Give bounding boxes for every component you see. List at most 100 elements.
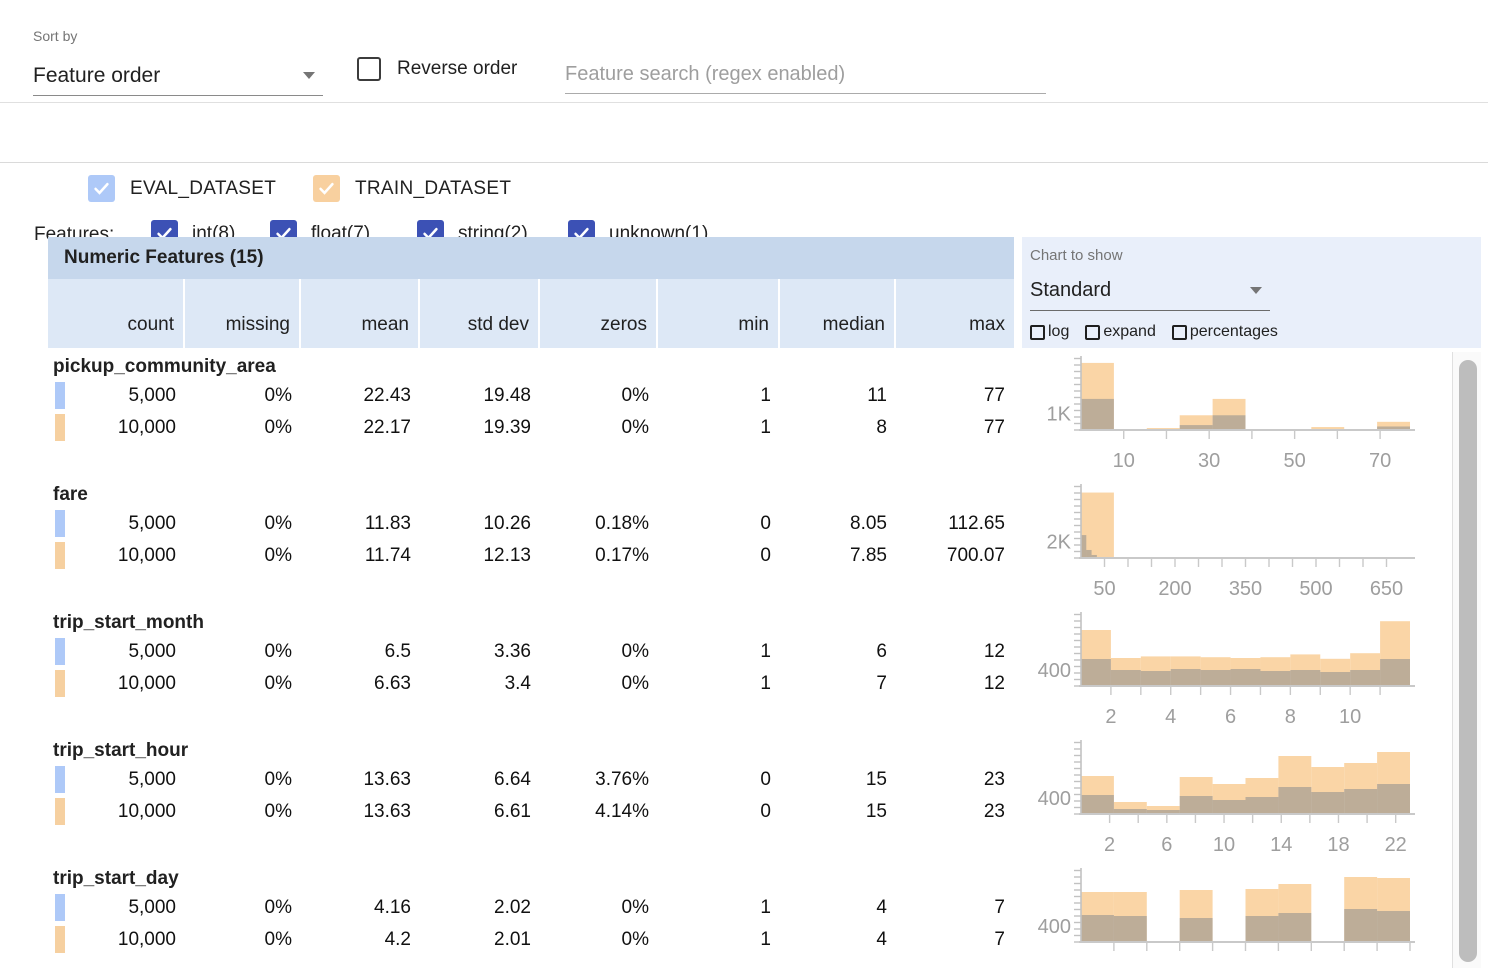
stats-row-eval: 5,0000%11.8310.260.18%08.05112.65: [48, 508, 1014, 540]
column-missing: missing: [185, 279, 301, 348]
svg-text:8: 8: [1285, 706, 1296, 728]
eval-dataset-swatch: [55, 894, 65, 921]
stat-cell: 77: [896, 412, 1014, 444]
stat-cell: 1: [658, 636, 780, 668]
stat-cell: 0%: [185, 924, 301, 956]
stats-row-train: 10,0000%22.1719.390%1877: [48, 412, 1014, 444]
stat-cell: 2.01: [420, 924, 540, 956]
log-checkbox[interactable]: log: [1030, 323, 1069, 341]
sort-by-value: Feature order: [33, 64, 160, 88]
stat-cell: 12: [896, 636, 1014, 668]
stat-cell: 23: [896, 764, 1014, 796]
stat-cell: 5,000: [48, 380, 185, 412]
histogram-trip_start_hour[interactable]: 2610141822400: [1009, 736, 1429, 864]
svg-text:1K: 1K: [1047, 404, 1072, 426]
stat-cell: 1: [658, 412, 780, 444]
stat-cell: 10.26: [420, 508, 540, 540]
vertical-scrollbar[interactable]: [1452, 352, 1481, 968]
stat-cell: 22.17: [301, 412, 420, 444]
stat-cell: 0%: [185, 508, 301, 540]
svg-text:30: 30: [1198, 450, 1220, 472]
stat-cell: 0.18%: [540, 508, 658, 540]
stat-cell: 10,000: [48, 796, 185, 828]
scrollbar-thumb[interactable]: [1459, 360, 1477, 962]
train-dataset-toggle[interactable]: TRAIN_DATASET: [313, 175, 511, 202]
stat-cell: 1: [658, 892, 780, 924]
chevron-down-icon: [1250, 287, 1262, 294]
stat-cell: 2.02: [420, 892, 540, 924]
train-dataset-label: TRAIN_DATASET: [355, 178, 511, 200]
stat-cell: 8: [780, 412, 896, 444]
stat-cell: 6: [780, 636, 896, 668]
stat-cell: 0%: [185, 668, 301, 700]
histogram-pickup_community_area[interactable]: 103050701K: [1009, 352, 1429, 480]
stat-cell: 11.74: [301, 540, 420, 572]
stat-cell: 22.43: [301, 380, 420, 412]
column-stddev: std dev: [420, 279, 540, 348]
feature-type-filter-row: Features: int(8) float(7) string(2) unkn…: [0, 104, 1488, 163]
stat-cell: 0%: [185, 412, 301, 444]
histogram-trip_start_month[interactable]: 246810400: [1009, 608, 1429, 736]
feature-search-input[interactable]: [565, 56, 1046, 94]
stats-row-eval: 5,0000%6.53.360%1612: [48, 636, 1014, 668]
stat-cell: 8.05: [780, 508, 896, 540]
stat-cell: 3.76%: [540, 764, 658, 796]
top-toolbar: Sort by Feature order Reverse order: [0, 0, 1488, 103]
stat-cell: 0%: [185, 796, 301, 828]
svg-text:10: 10: [1213, 834, 1235, 856]
stat-cell: 0%: [540, 924, 658, 956]
stat-cell: 19.48: [420, 380, 540, 412]
svg-text:500: 500: [1299, 578, 1332, 600]
stat-cell: 0%: [540, 412, 658, 444]
stat-cell: 11.83: [301, 508, 420, 540]
column-median: median: [780, 279, 896, 348]
stat-cell: 10,000: [48, 412, 185, 444]
feature-block: trip_start_day5,0000%4.162.020%14710,000…: [48, 864, 1452, 968]
stat-cell: 11: [780, 380, 896, 412]
svg-text:6: 6: [1225, 706, 1236, 728]
chart-type-value: Standard: [1030, 279, 1111, 302]
stat-cell: 4: [780, 924, 896, 956]
reverse-order-checkbox[interactable]: [357, 57, 381, 81]
stat-cell: 7: [896, 924, 1014, 956]
stats-column-header: count missing mean std dev zeros min med…: [48, 279, 1014, 348]
histogram-fare[interactable]: 502003505006502K: [1009, 480, 1429, 608]
sort-by-select[interactable]: Feature order: [33, 56, 323, 96]
svg-text:400: 400: [1038, 660, 1071, 682]
svg-text:10: 10: [1113, 450, 1135, 472]
chart-type-select[interactable]: Standard: [1030, 271, 1270, 311]
stat-cell: 6.61: [420, 796, 540, 828]
svg-text:22: 22: [1385, 834, 1407, 856]
expand-checkbox[interactable]: expand: [1085, 323, 1156, 341]
stat-cell: 0%: [540, 668, 658, 700]
chevron-down-icon: [303, 72, 315, 79]
stat-cell: 10,000: [48, 668, 185, 700]
stat-cell: 5,000: [48, 764, 185, 796]
eval-dataset-swatch: [55, 766, 65, 793]
stat-cell: 0%: [540, 892, 658, 924]
stat-cell: 0: [658, 796, 780, 828]
stat-cell: 0%: [185, 892, 301, 924]
percentages-checkbox[interactable]: percentages: [1172, 323, 1278, 341]
svg-text:2: 2: [1104, 834, 1115, 856]
stat-cell: 7.85: [780, 540, 896, 572]
numeric-features-header: Numeric Features (15): [48, 237, 1014, 279]
column-count: count: [48, 279, 185, 348]
stat-cell: 0%: [540, 380, 658, 412]
train-dataset-swatch: [55, 542, 65, 569]
svg-text:650: 650: [1370, 578, 1403, 600]
checkbox-checked-icon: [313, 175, 340, 202]
svg-text:50: 50: [1093, 578, 1115, 600]
svg-text:2: 2: [1105, 706, 1116, 728]
column-min: min: [658, 279, 780, 348]
chart-to-show-label: Chart to show: [1030, 247, 1123, 264]
eval-dataset-toggle[interactable]: EVAL_DATASET: [88, 175, 276, 202]
stat-cell: 5,000: [48, 892, 185, 924]
stat-cell: 1: [658, 668, 780, 700]
stat-cell: 0: [658, 508, 780, 540]
histogram-trip_start_day[interactable]: 400: [1009, 864, 1429, 968]
svg-text:6: 6: [1161, 834, 1172, 856]
svg-text:400: 400: [1038, 788, 1071, 810]
stats-row-train: 10,0000%6.633.40%1712: [48, 668, 1014, 700]
eval-dataset-swatch: [55, 382, 65, 409]
